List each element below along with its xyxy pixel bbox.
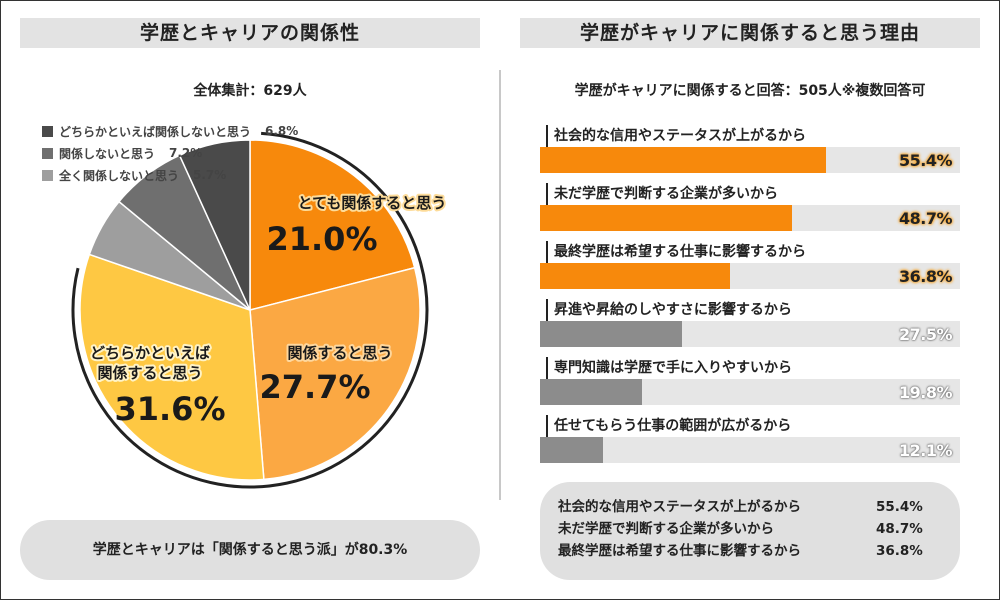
pie-legend: どちらかといえば関係しないと思う 6.8% 関係しないと思う 7.2% 全く関係しないと… [42, 120, 298, 186]
slice-value: 27.7% [259, 368, 370, 406]
bar-track [540, 263, 960, 289]
bar-track [540, 321, 960, 347]
legend-label: どちらかといえば関係しないと思う [59, 124, 252, 139]
bar-summary: 社会的な信用やステータスが上がるから 55.4% 未だ学歴で判断する企業が多いか… [540, 482, 960, 580]
legend-swatch [42, 169, 53, 181]
legend-item: どちらかといえば関係しないと思う 6.8% [42, 120, 298, 142]
bar-category-label: 未だ学歴で判断する企業が多いから [546, 183, 778, 205]
pie-summary: 学歴とキャリアは「関係すると思う派」が80.3% [20, 520, 480, 580]
bar-value-label: 27.5% [898, 325, 953, 344]
bar-category-label: 任せてもらう仕事の範囲が広がるから [546, 415, 791, 437]
legend-label: 全く関係しないと思う [59, 168, 180, 183]
bar-row: 社会的な信用やステータスが上がるから 55.4% [540, 125, 960, 180]
summary-row: 社会的な信用やステータスが上がるから 55.4% [558, 496, 960, 518]
bar [540, 437, 603, 463]
bar-row: 未だ学歴で判断する企業が多いから 48.7% [540, 183, 960, 238]
slice-value: 31.6% [114, 390, 225, 428]
bar-row: 昇進や昇給のしやすさに影響するから 27.5% [540, 299, 960, 354]
summary-value: 48.7% [876, 521, 923, 537]
bar-track [540, 205, 960, 231]
legend-value: 5.7% [193, 168, 227, 182]
bar-category-label: 社会的な信用やステータスが上がるから [546, 125, 806, 147]
slice-label: どちらかといえば [90, 344, 210, 362]
summary-row: 最終学歴は希望する仕事に影響するから 36.8% [558, 540, 960, 562]
slice-label: 関係すると思う [287, 344, 392, 362]
bar [540, 147, 827, 173]
bar-value-label: 19.8% [898, 383, 953, 402]
bar [540, 379, 643, 405]
bar-row: 専門知識は学歴で手に入りやすいから 19.8% [540, 357, 960, 412]
bar-section-title: 学歴がキャリアに関係すると思う理由 [520, 18, 980, 48]
bar [540, 321, 683, 347]
slice-label: 関係すると思う [97, 364, 202, 382]
pie-slice [79, 253, 265, 481]
legend-value: 6.8% [265, 124, 299, 138]
pie-chart: とても関係すると思う21.0%関係すると思う27.7%どちらかといえば関係すると… [71, 131, 448, 489]
bar-category-label: 昇進や昇給のしやすさに影響するから [546, 299, 792, 321]
slice-value: 21.0% [266, 220, 377, 258]
respondent-total: 全体集計：629人 [193, 83, 307, 99]
summary-label: 未だ学歴で判断する企業が多いから [558, 521, 774, 537]
pie-section-title: 学歴とキャリアの関係性 [20, 18, 480, 48]
pie-slice [178, 139, 251, 311]
summary-row: 未だ学歴で判断する企業が多いから 48.7% [558, 518, 960, 540]
bar-value-label: 36.8% [898, 267, 953, 286]
pie-slice [249, 139, 416, 311]
bar-category-label: 専門知識は学歴で手に入りやすいから [546, 357, 792, 379]
pie-accent-arc [71, 131, 429, 489]
bar [540, 205, 792, 231]
legend-swatch [42, 147, 53, 159]
bar-subtitle: 学歴がキャリアに関係すると回答：505人※複数回答可 [574, 83, 926, 99]
bar-value-label: 55.4% [898, 151, 953, 170]
bar [540, 263, 731, 289]
summary-label: 最終学歴は希望する仕事に影響するから [558, 543, 801, 559]
bar-track [540, 379, 960, 405]
legend-item: 全く関係しないと思う 5.7% [42, 164, 298, 186]
summary-value: 55.4% [876, 499, 923, 515]
slice-label: とても関係すると思う [298, 194, 447, 212]
legend-item: 関係しないと思う 7.2% [42, 142, 298, 164]
bar-row: 任せてもらう仕事の範囲が広がるから 12.1% [540, 415, 960, 470]
bar-track [540, 437, 960, 463]
legend-label: 関係しないと思う [59, 146, 156, 161]
pie-slice [249, 266, 421, 481]
bar-track [540, 147, 960, 173]
legend-swatch [42, 125, 53, 137]
bar-row: 最終学歴は希望する仕事に影響するから 36.8% [540, 241, 960, 296]
bar-category-label: 最終学歴は希望する仕事に影響するから [546, 241, 806, 263]
bar-value-label: 48.7% [898, 209, 953, 228]
bar-value-label: 12.1% [898, 441, 953, 460]
summary-label: 社会的な信用やステータスが上がるから [558, 499, 801, 515]
legend-value: 7.2% [169, 146, 203, 160]
summary-value: 36.8% [876, 543, 923, 559]
panel-divider [499, 70, 501, 500]
